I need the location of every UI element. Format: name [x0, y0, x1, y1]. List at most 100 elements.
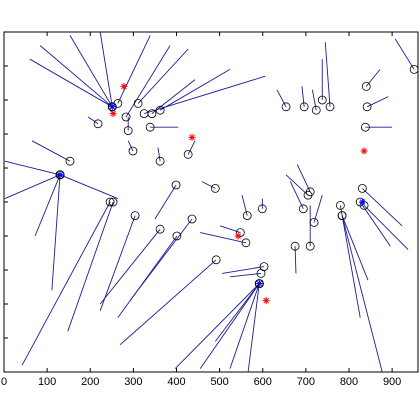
star	[56, 171, 64, 179]
segment	[394, 38, 415, 70]
segment	[229, 283, 260, 369]
x-tick-label: 800	[340, 376, 358, 388]
marker	[55, 170, 65, 180]
segment	[137, 48, 189, 104]
segment	[117, 235, 178, 318]
segment	[229, 272, 262, 278]
star	[262, 297, 270, 305]
segment	[359, 201, 391, 247]
marker	[171, 180, 181, 190]
segment	[214, 283, 260, 342]
marker	[211, 255, 221, 265]
segment	[69, 35, 113, 108]
segment	[99, 215, 136, 311]
star	[255, 280, 263, 288]
segment	[159, 69, 231, 111]
marker	[290, 241, 300, 251]
marker	[155, 156, 165, 166]
marker	[183, 149, 193, 159]
marker	[172, 231, 182, 241]
segment	[174, 283, 260, 369]
star	[109, 110, 117, 118]
marker	[305, 241, 315, 251]
segment	[301, 86, 305, 107]
x-tick-label: 500	[210, 376, 228, 388]
x-tick-label: 900	[383, 376, 401, 388]
segment	[311, 89, 317, 111]
segment	[339, 205, 361, 318]
segment	[99, 31, 113, 107]
marker	[335, 200, 345, 210]
x-tick-label: 400	[167, 376, 185, 388]
segment	[187, 140, 196, 155]
x-tick-label: 100	[38, 376, 56, 388]
segment	[365, 69, 381, 87]
marker	[299, 102, 309, 112]
marker	[359, 200, 369, 210]
marker	[235, 228, 245, 238]
star	[234, 232, 242, 240]
segment	[324, 42, 331, 107]
marker	[298, 204, 308, 214]
segment	[363, 205, 409, 250]
segment	[31, 140, 71, 162]
segment	[87, 116, 99, 125]
segment	[219, 225, 241, 234]
segment	[129, 218, 193, 301]
segment	[313, 195, 323, 223]
x-tick-label: 200	[81, 376, 99, 388]
marker	[409, 65, 419, 74]
segment	[4, 160, 61, 176]
segment	[222, 266, 265, 274]
segment	[59, 174, 119, 200]
segment	[29, 58, 113, 108]
marker	[128, 146, 138, 156]
segment	[241, 195, 248, 216]
x-tick-label: 700	[297, 376, 315, 388]
marker	[257, 204, 267, 214]
segment	[201, 181, 216, 189]
marker	[210, 183, 220, 193]
segment	[119, 259, 217, 346]
segment	[285, 174, 309, 196]
x-tick-label: 0	[1, 376, 7, 388]
segment	[200, 232, 247, 244]
marker	[305, 187, 315, 197]
segment	[296, 164, 311, 192]
segment	[39, 45, 113, 108]
marker	[325, 102, 335, 112]
segment	[144, 75, 266, 115]
marker	[93, 119, 103, 129]
star	[120, 82, 128, 90]
segment	[127, 140, 134, 152]
marker	[309, 217, 319, 227]
marker	[311, 105, 321, 115]
marker	[357, 183, 367, 193]
marker	[254, 279, 264, 289]
x-tick-label: 600	[254, 376, 272, 388]
marker	[281, 102, 291, 112]
marker	[317, 95, 327, 105]
segment	[67, 201, 114, 332]
segment	[34, 174, 61, 237]
segment	[341, 215, 369, 281]
segment	[117, 35, 151, 104]
segment	[51, 174, 61, 291]
segment	[294, 246, 297, 274]
star	[358, 198, 366, 206]
marker	[108, 197, 118, 207]
marker	[362, 102, 372, 112]
marker	[145, 122, 155, 132]
marker	[361, 82, 371, 91]
segment	[276, 89, 287, 108]
segment	[366, 96, 389, 108]
segment	[289, 181, 304, 209]
marker	[130, 211, 140, 221]
marker	[242, 211, 252, 221]
segment	[4, 174, 61, 200]
marker	[155, 105, 165, 115]
segment	[154, 184, 177, 220]
marker	[360, 122, 370, 132]
